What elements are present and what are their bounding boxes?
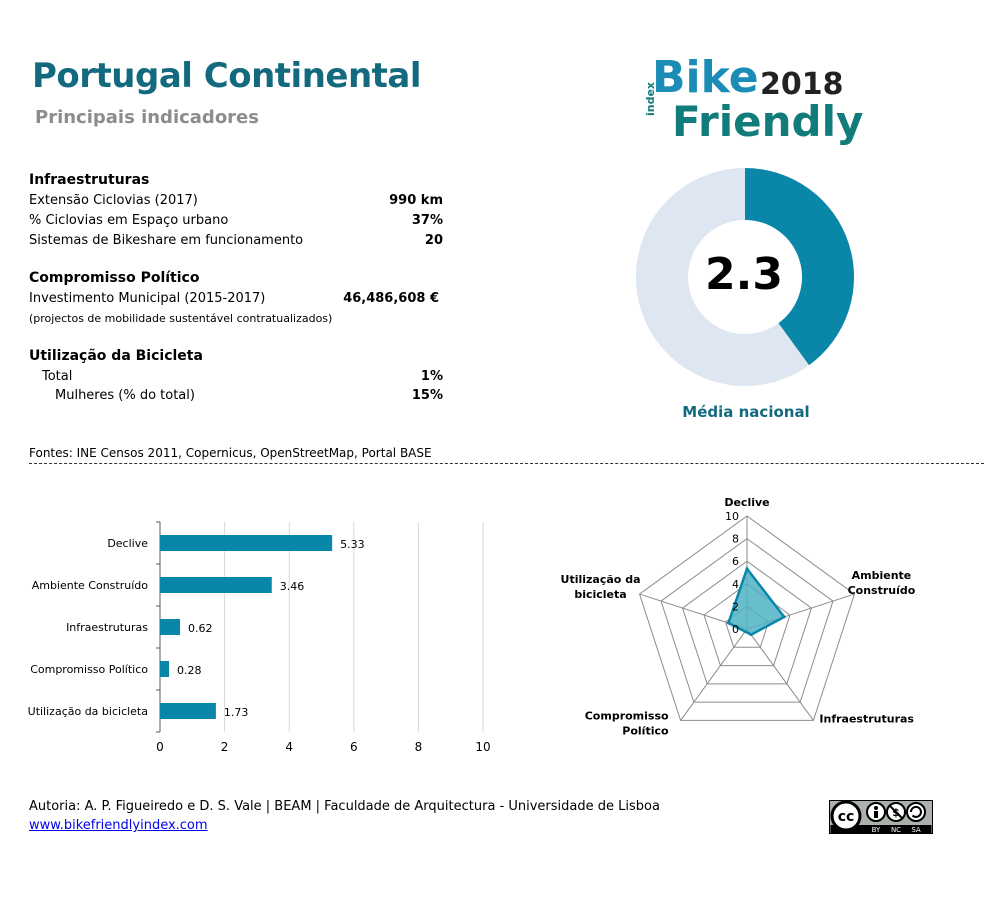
bar-value-label: 5.33 — [340, 538, 365, 551]
radar-grid-ring — [660, 537, 834, 703]
usage-total-label: Total — [42, 369, 73, 384]
category-label: Compromisso Político — [30, 663, 148, 676]
radar-tick-label: 0 — [732, 623, 739, 636]
radar-grid-ring — [703, 583, 791, 667]
cc-badge-band — [830, 825, 932, 833]
x-tick-label: 8 — [415, 740, 423, 754]
radar-axis-label: Declive — [724, 496, 769, 509]
sa-icon-arrow — [909, 805, 922, 818]
bar — [160, 619, 181, 635]
indicators-panel: Infraestruturas Extensão Ciclovias (2017… — [29, 171, 449, 411]
bar-value-label: 3.46 — [280, 580, 305, 593]
radar-point — [726, 621, 730, 625]
infra-row-label: Sistemas de Bikeshare em funcionamento — [29, 233, 304, 248]
bar-value-label: 1.73 — [224, 706, 249, 719]
radar-series-area — [726, 566, 787, 637]
radar-spoke — [746, 628, 814, 721]
radar-axis-label-line: Declive — [724, 496, 769, 509]
usage-total-value: 1% — [420, 369, 443, 384]
bar — [160, 661, 170, 677]
sources-note: Fontes: INE Censos 2011, Copernicus, Ope… — [29, 446, 432, 460]
radar-point — [782, 615, 786, 619]
radar-axis-label: Infraestruturas — [819, 712, 914, 725]
radar-axis-label-line: Utilização da — [561, 573, 641, 586]
x-tick-label: 2 — [221, 740, 229, 754]
bike-friendly-logo: Bike 2018 index Friendly — [632, 52, 863, 154]
donut-fill — [744, 168, 854, 366]
score-donut — [636, 168, 854, 386]
policy-note: (projectos de mobilidade sustentável con… — [29, 312, 333, 325]
nc-icon-slash — [888, 804, 904, 820]
infra-row-label: % Ciclovias em Espaço urbano — [29, 213, 229, 228]
page-title: Portugal Continental — [32, 56, 422, 96]
bar — [160, 703, 216, 719]
score-label: Média nacional — [682, 403, 810, 421]
policy-label: Investimento Municipal (2015-2017) — [29, 291, 266, 306]
x-tick-label: 4 — [285, 740, 293, 754]
page-subtitle: Principais indicadores — [35, 107, 259, 128]
cc-sa-label: SA — [911, 826, 921, 834]
radar-tick-label: 10 — [725, 510, 739, 523]
x-tick-label: 6 — [350, 740, 358, 754]
infra-heading: Infraestruturas — [29, 172, 150, 188]
by-icon-head — [874, 806, 878, 810]
category-label: Ambiente Construído — [32, 579, 149, 592]
cc-license-badge[interactable]: cc $ BY NC SA — [829, 800, 933, 834]
usage-women-value: 15% — [411, 388, 443, 403]
cc-icon — [830, 800, 862, 832]
by-icon-body — [874, 811, 878, 818]
website-link[interactable]: www.bikefriendlyindex.com — [29, 818, 208, 833]
radar-point — [745, 567, 749, 571]
usage-women-label: Mulheres (% do total) — [55, 388, 195, 403]
category-label: Declive — [107, 537, 148, 550]
dashed-divider — [29, 463, 984, 464]
bar-chart: 0 2 4 6 8 10 Declive 5.33 Ambiente Construído 3.4… — [28, 521, 491, 754]
policy-value: 46,486,608 € — [343, 291, 439, 306]
x-tick-label: 0 — [156, 740, 164, 754]
sa-icon — [906, 802, 926, 822]
logo-index-text: index — [644, 81, 657, 116]
radar-point — [749, 633, 753, 637]
cc-by-label: BY — [872, 826, 881, 834]
radar-spoke — [680, 628, 748, 721]
radar-axis-label-line: Ambiente — [852, 569, 912, 582]
radar-axis-label-line: bicicleta — [574, 588, 626, 601]
radar-axis-label: Utilização da bicicleta — [561, 573, 641, 601]
radar-axis-label-line: Compromisso — [585, 709, 669, 722]
bar-value-label: 0.62 — [188, 622, 213, 635]
category-label: Utilização da bicicleta — [28, 705, 148, 718]
logo-friendly-text: Friendly — [672, 97, 864, 146]
infra-row-value: 37% — [411, 213, 443, 228]
radar-tick-label: 4 — [732, 578, 739, 591]
infra-row-value: 20 — [424, 233, 443, 248]
bar — [160, 535, 333, 551]
radar-axis-label-line: Infraestruturas — [819, 712, 914, 725]
policy-heading: Compromisso Político — [29, 270, 200, 286]
bar — [160, 577, 272, 593]
cc-nc-label: NC — [891, 826, 901, 834]
radar-grid-ring — [681, 560, 813, 685]
usage-heading: Utilização da Bicicleta — [29, 348, 203, 364]
radar-point — [743, 630, 747, 634]
score-value: 2.3 — [705, 249, 783, 300]
radar-axis-label: Ambiente Construído — [848, 569, 916, 597]
credits-text: Autoria: A. P. Figueiredo e D. S. Vale |… — [29, 799, 660, 814]
infra-row-label: Extensão Ciclovias (2017) — [29, 193, 198, 208]
radar-tick-label: 2 — [732, 600, 739, 613]
category-label: Infraestruturas — [66, 621, 148, 634]
logo-bike-text: Bike — [652, 52, 759, 103]
radar-axis-label-line: Político — [622, 724, 669, 737]
radar-grid-ring — [638, 515, 856, 721]
radar-tick-label: 8 — [732, 533, 739, 546]
x-tick-label: 10 — [475, 740, 490, 754]
radar-tick-label: 6 — [732, 555, 739, 568]
radar-axis-label-line: Construído — [848, 584, 916, 597]
infra-row-value: 990 km — [389, 193, 443, 208]
logo-year: 2018 — [760, 67, 844, 102]
bar-value-label: 0.28 — [177, 664, 202, 677]
cc-text: cc — [838, 809, 855, 825]
radar-axis-label: Compromisso Político — [585, 709, 669, 737]
